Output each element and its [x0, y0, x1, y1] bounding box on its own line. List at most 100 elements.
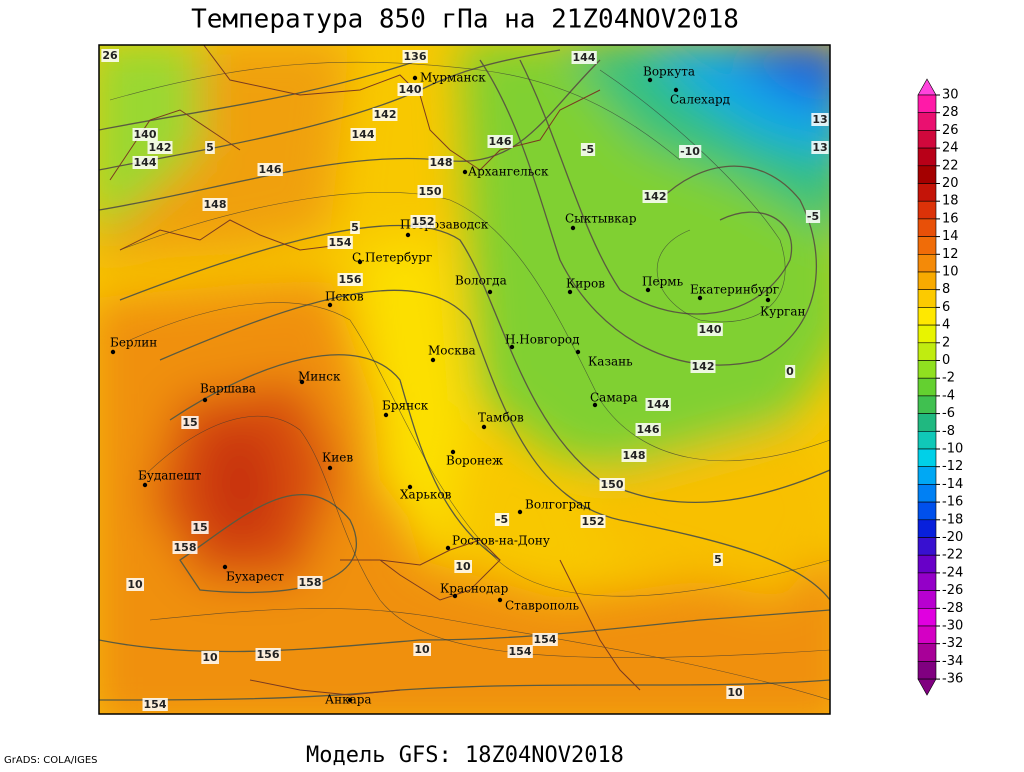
city-dot: [450, 449, 456, 455]
contour-label: -5: [582, 143, 594, 156]
colorbar-swatch: [917, 342, 937, 361]
city-label: Екатеринбург: [690, 283, 779, 297]
contour-label-box: [580, 515, 606, 528]
colorbar-swatch: [917, 625, 937, 645]
colorbar-label: 20: [942, 176, 959, 191]
contour-label-box: [372, 108, 398, 121]
contours: [99, 49, 830, 701]
contour-label: 144: [573, 51, 596, 64]
city-label: Берлин: [110, 336, 157, 350]
contour-label: 144: [134, 156, 157, 169]
colorbar-label: 16: [942, 211, 959, 226]
contour-label: 136: [404, 50, 427, 63]
city-dot: [481, 424, 487, 430]
credit: GrADS: COLA/IGES: [4, 755, 98, 766]
city-dot: [142, 482, 148, 488]
contour-label-box: [126, 578, 144, 591]
colorbar-label: -4: [942, 388, 955, 403]
contour-label: 10: [455, 560, 471, 573]
colorbar-swatch: [917, 466, 937, 485]
city-dot: [592, 402, 598, 408]
colorbar-swatch: [917, 537, 937, 556]
city-dot: [487, 289, 493, 295]
city-dot: [347, 697, 353, 703]
contour-label-box: [713, 553, 723, 566]
contour-label-box: [142, 698, 168, 711]
colorbar-label: -36: [942, 672, 963, 687]
colorbar-swatch: [917, 271, 937, 291]
contour-label-box: [181, 416, 199, 429]
city-label: Краснодар: [440, 582, 509, 596]
city-label: Салехард: [670, 93, 730, 107]
contour-label: 10: [202, 651, 218, 664]
contour-label: 10: [127, 578, 143, 591]
city-label: Волгоград: [525, 498, 591, 512]
colorbar-swatch: [917, 430, 937, 450]
contour-label-box: [621, 449, 647, 462]
contour-label-box: [645, 398, 671, 411]
contour-label-box: [350, 221, 360, 234]
colorbar-label: 8: [942, 282, 950, 297]
colorbar-swatch: [917, 607, 937, 627]
city-dot: [222, 564, 228, 570]
colorbar-label: 24: [942, 141, 959, 156]
city-label: Вологда: [455, 274, 507, 288]
contour-label: 142: [692, 360, 715, 373]
city-dot: [327, 302, 333, 308]
colorbar-swatch: [917, 130, 937, 149]
city-dot: [407, 484, 413, 490]
city-label: Сыктывкар: [565, 212, 637, 226]
colorbar-label: 28: [942, 105, 959, 120]
colorbar-swatch: [917, 519, 937, 538]
city-label: Мурманск: [420, 71, 486, 85]
contour-label: 154: [534, 633, 557, 646]
contour-label-box: [327, 236, 353, 249]
colorbar-swatch: [917, 183, 937, 202]
colorbar-label: -20: [942, 530, 963, 545]
colorbar-swatch: [917, 643, 937, 662]
contour-label-box: [454, 560, 472, 573]
colorbar-swatch: [917, 254, 937, 273]
city-label: Варшава: [200, 382, 256, 396]
colorbar-cap: [917, 78, 937, 96]
contour-label-box: [642, 190, 668, 203]
contour-label-box: [679, 145, 702, 158]
contour-label: -5: [496, 513, 508, 526]
city-dot: [645, 287, 651, 293]
city-label: Ростов-на-Дону: [452, 534, 550, 548]
contour-label-box: [785, 365, 796, 378]
contour-label: 15: [182, 416, 197, 429]
colorbar-label: -14: [942, 477, 963, 492]
city-label: Брянск: [382, 399, 429, 413]
colorbar-label: 4: [942, 318, 950, 333]
city-label: Воркута: [643, 65, 695, 79]
contour-label: 158: [174, 541, 197, 554]
city-dot: [383, 412, 389, 418]
city-dot: [299, 379, 305, 385]
contour-label: 13: [812, 113, 827, 126]
city-label: Тамбов: [478, 411, 524, 425]
city-dot: [202, 397, 208, 403]
city-label: Киров: [566, 277, 605, 291]
colorbar-label: -34: [942, 654, 963, 669]
footer: Модель GFS: 18Z04NOV2018: [306, 743, 624, 768]
contour-label-box: [805, 210, 821, 223]
contour-label: 154: [329, 236, 352, 249]
contour-label-box: [697, 323, 723, 336]
city-dot: [570, 225, 576, 231]
colorbar-swatch: [917, 218, 937, 237]
city-label: Минск: [298, 370, 341, 384]
contour-label: -5: [807, 210, 819, 223]
contour-label-box: [599, 478, 625, 491]
contour-label-box: [350, 128, 376, 141]
colorbar-label: -30: [942, 619, 963, 634]
colorbar-label: -2: [942, 371, 955, 386]
map-frame: [98, 44, 831, 715]
city-dot: [497, 597, 503, 603]
city-label: Пермь: [642, 275, 684, 289]
colorbar-swatch: [917, 678, 937, 696]
contour-label: 5: [714, 553, 722, 566]
contour-label: 146: [489, 135, 512, 148]
contour-label: 140: [699, 323, 722, 336]
